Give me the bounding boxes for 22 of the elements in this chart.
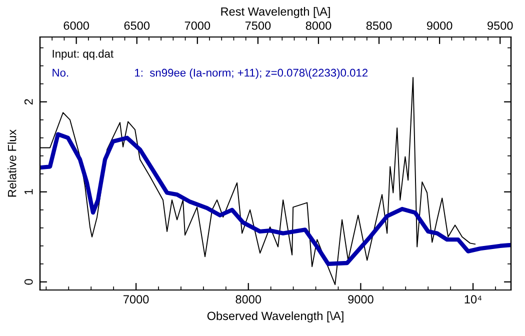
x2-tick-label: 9000: [426, 21, 452, 30]
x2-tick-label: 7500: [245, 21, 271, 30]
x2-axis-title: Rest Wavelength [\A]: [221, 7, 330, 18]
x2-tick-label: 7000: [184, 21, 210, 30]
x-axis-title: Observed Wavelength [\A]: [207, 311, 344, 322]
x-tick-label: 8000: [236, 295, 262, 304]
annotation: 1: sn99ee (Ia-norm; +11); z=0.078\(2233)0.012: [135, 68, 368, 79]
x-tick-label: 7000: [124, 295, 149, 304]
x2-tick-label: 9500: [488, 21, 513, 30]
x-tick-label: 10⁴: [464, 295, 482, 304]
y-axis-title: Relative Flux: [8, 130, 16, 197]
annotation: No.: [52, 68, 68, 77]
x2-tick-label: 6500: [124, 21, 150, 30]
x2-tick-label: 6000: [64, 21, 89, 30]
y-tick-label: 1: [24, 189, 33, 194]
x2-tick-label: 8500: [366, 21, 392, 30]
line-series: [40, 132, 511, 266]
y-tick-label: 0: [24, 279, 33, 285]
x2-tick-label: 8000: [306, 21, 332, 30]
y-tick-label: 2: [24, 99, 33, 105]
annotation: Input: qq.dat: [52, 50, 114, 60]
x-tick-label: 9000: [348, 295, 374, 304]
